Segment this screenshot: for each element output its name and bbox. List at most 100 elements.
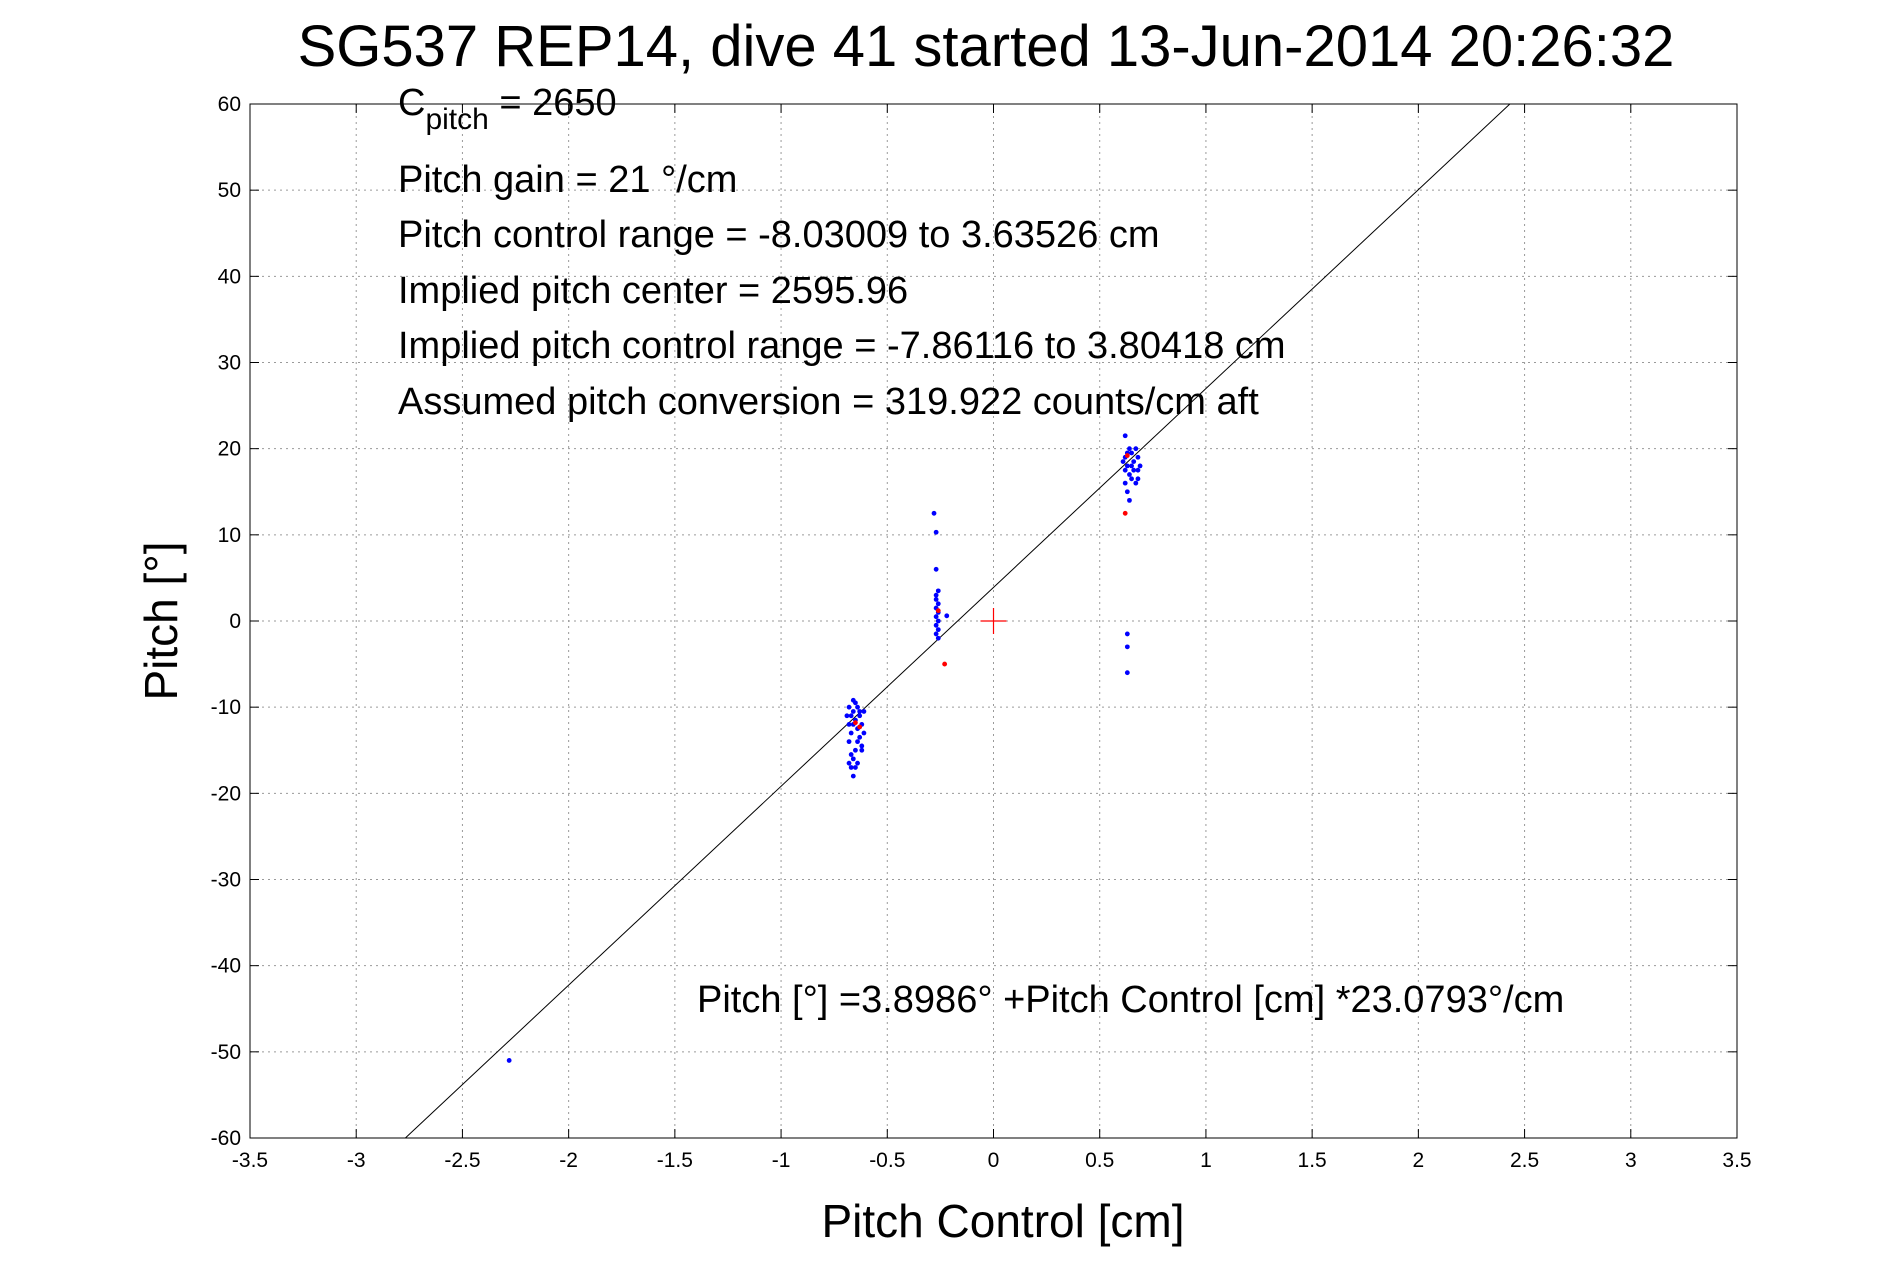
x-tick-label: -2	[559, 1149, 578, 1172]
data-point-blue	[1129, 476, 1134, 482]
data-point-blue	[1127, 497, 1132, 503]
data-point-blue	[931, 510, 937, 516]
data-point-blue	[933, 566, 939, 572]
y-tick-label: 30	[218, 352, 241, 375]
ticks-layer: -3.5 -3 -2.5 -2 -1.5 -1 -0.5 0 0.5 1 1.5 2 2.5 3 3.5 -6…	[211, 93, 1752, 1172]
data-point-blue	[935, 601, 941, 607]
x-tick-label: 2	[1413, 1149, 1425, 1172]
x-tick-label: 3.5	[1722, 1149, 1751, 1172]
y-tick-label: -10	[211, 696, 241, 719]
data-point-blue	[1120, 459, 1126, 464]
x-tick-label: 2.5	[1510, 1149, 1539, 1172]
center-marker-layer	[980, 608, 1007, 634]
x-tick-label: 1.5	[1298, 1149, 1327, 1172]
pitch-control-range-annotation: Pitch control range = -8.03009 to 3.6352…	[398, 214, 1160, 256]
data-point-blue	[1127, 446, 1132, 452]
data-point-blue	[506, 1058, 512, 1063]
x-tick-label: 1	[1200, 1149, 1212, 1172]
y-tick-label: -30	[211, 869, 241, 892]
data-point-blue	[859, 747, 865, 753]
data-point-red	[857, 724, 863, 730]
data-point-blue	[1131, 467, 1137, 473]
y-tick-label: 0	[229, 610, 241, 633]
data-point-blue	[1129, 463, 1134, 469]
data-point-blue	[1124, 644, 1130, 650]
data-point-blue	[857, 713, 863, 719]
data-point-blue	[1124, 489, 1130, 495]
data-point-red	[942, 661, 948, 667]
data-point-blue	[844, 713, 850, 719]
data-point-blue	[944, 613, 950, 619]
x-tick-label: -1	[772, 1149, 791, 1172]
data-point-blue	[861, 709, 867, 714]
data-point-red	[1122, 510, 1128, 516]
data-point-blue	[850, 709, 856, 714]
data-point-blue	[855, 739, 860, 745]
x-tick-label: -0.5	[869, 1149, 905, 1172]
fit-line	[405, 103, 1511, 1139]
data-point-blue	[848, 730, 854, 736]
data-point-blue	[1133, 480, 1139, 486]
y-tick-label: 20	[218, 438, 241, 461]
c-pitch-value: = 2650	[489, 82, 617, 124]
data-point-blue	[1122, 467, 1128, 473]
data-point-red	[853, 720, 858, 726]
y-tick-label: 40	[218, 265, 241, 288]
data-point-blue	[846, 704, 852, 710]
data-point-blue	[933, 622, 939, 628]
data-point-blue	[855, 704, 860, 710]
data-point-blue	[850, 697, 856, 703]
y-axis-label: Pitch [°]	[135, 541, 187, 700]
data-point-blue	[1122, 433, 1128, 439]
data-point-blue	[935, 635, 941, 641]
y-tick-label: 50	[218, 179, 241, 202]
fit-line-layer	[405, 103, 1511, 1139]
data-point-blue	[850, 773, 856, 779]
data-point-blue	[1124, 631, 1130, 637]
chart-title: SG537 REP14, dive 41 started 13-Jun-2014…	[298, 14, 1675, 79]
data-point-blue	[846, 739, 852, 745]
data-point-blue	[857, 734, 863, 740]
c-pitch-subscript: pitch	[425, 103, 488, 136]
data-point-blue	[1124, 463, 1130, 469]
data-point-red	[935, 608, 941, 614]
data-point-blue	[853, 747, 858, 753]
data-point-blue	[861, 730, 867, 736]
data-point-blue	[1131, 459, 1137, 464]
data-point-blue	[933, 614, 939, 620]
data-point-blue	[859, 743, 865, 749]
y-tick-label: 60	[218, 93, 241, 116]
data-point-blue	[846, 722, 852, 727]
y-tick-label: -40	[211, 955, 241, 978]
data-point-blue	[933, 631, 939, 637]
fit-equation-annotation: Pitch [°] =3.8986° +Pitch Control [cm] *…	[697, 979, 1564, 1021]
data-point-blue	[1135, 467, 1141, 473]
implied-pitch-center-annotation: Implied pitch center = 2595.96	[398, 270, 908, 312]
data-point-blue	[933, 592, 939, 598]
data-point-red	[1124, 453, 1130, 458]
data-point-blue	[935, 588, 941, 594]
data-point-blue	[1133, 446, 1139, 452]
grid-layer	[250, 104, 1737, 1138]
data-point-blue	[857, 709, 863, 714]
data-point-blue	[848, 713, 854, 719]
data-point-blue	[846, 760, 852, 766]
data-point-blue	[1135, 476, 1141, 482]
data-point-blue	[935, 618, 941, 624]
pitch-gain-annotation: Pitch gain = 21 °/cm	[398, 159, 737, 201]
x-tick-label: -3	[347, 1149, 366, 1172]
y-tick-label: 10	[218, 524, 241, 547]
x-axis-label: Pitch Control [cm]	[822, 1195, 1185, 1247]
data-point-blue	[1135, 454, 1141, 460]
implied-pitch-control-range-annotation: Implied pitch control range = -7.86116 t…	[398, 325, 1286, 367]
data-point-blue	[1129, 450, 1134, 456]
data-point-blue	[1137, 463, 1143, 469]
data-point-blue	[855, 760, 860, 766]
x-tick-label: -3.5	[232, 1149, 268, 1172]
x-tick-label: 0	[988, 1149, 1000, 1172]
x-tick-label: -2.5	[444, 1149, 480, 1172]
data-point-blue	[935, 627, 941, 633]
data-point-blue	[848, 752, 854, 757]
data-point-blue	[1124, 670, 1130, 676]
